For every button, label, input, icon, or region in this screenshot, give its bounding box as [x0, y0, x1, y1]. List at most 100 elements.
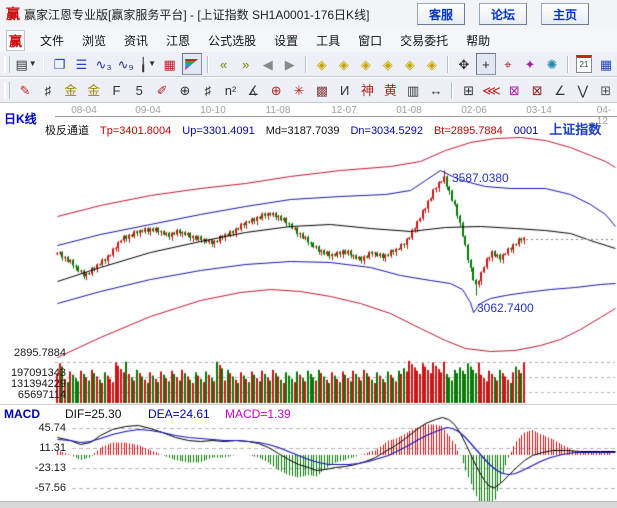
- indicator-token-3: Dn=3034.5292: [350, 125, 423, 137]
- star-tool-icon[interactable]: ✳: [293, 82, 305, 98]
- angle-tool-icon[interactable]: ∡: [247, 82, 260, 98]
- gann-star-icon[interactable]: ◈: [382, 56, 393, 72]
- kline-period-button-caret[interactable]: ▼: [28, 59, 37, 68]
- analysis-tool-icon[interactable]: ✺: [546, 56, 558, 72]
- price-axis-bt-value: 2895.7884: [14, 347, 66, 359]
- date-label-10-10: 10-10: [200, 105, 226, 116]
- pattern2-icon[interactable]: ⊠: [531, 82, 543, 98]
- menu-item-交易委托[interactable]: 交易委托: [400, 33, 449, 48]
- span-arrows-icon[interactable]: ↔: [429, 82, 443, 98]
- trend-angle-icon[interactable]: ∠: [554, 82, 566, 98]
- n2-grid-icon[interactable]: n²: [224, 82, 237, 98]
- mark-icon[interactable]: И: [340, 82, 350, 98]
- indicator-token-0: Tp=3401.8004: [100, 125, 172, 137]
- menu-item-江恩[interactable]: 江恩: [166, 33, 191, 48]
- f-grid-icon[interactable]: F: [112, 82, 121, 98]
- prev-page-button[interactable]: ◀: [262, 56, 273, 72]
- macd-axis-1: 45.74: [38, 422, 66, 434]
- indicator-token-1: Up=3301.4091: [182, 125, 255, 137]
- macd-label-row: MACD DIF=25.30 DEA=24.61 MACD=1.39: [4, 407, 291, 421]
- price-annotation-dn-low: 3062.7400: [477, 301, 534, 315]
- menu-item-文件[interactable]: 文件: [40, 33, 65, 48]
- last-page-button[interactable]: »: [242, 56, 250, 72]
- toolbar-separator: [451, 81, 454, 99]
- first-page-button[interactable]: «: [220, 56, 228, 72]
- gann-left-icon[interactable]: ◈: [316, 56, 327, 72]
- indicator-token-5: 0001: [513, 125, 539, 137]
- indicator-token-4: Bt=2895.7884: [433, 125, 503, 137]
- next-page-button[interactable]: ▶: [284, 56, 295, 72]
- menu-item-公式选股[interactable]: 公式选股: [208, 33, 257, 48]
- customer-service-button[interactable]: 客服: [417, 3, 465, 25]
- macd-axis-4: -57.56: [34, 482, 66, 494]
- toolbar-separator: [446, 55, 449, 73]
- wave-3-icon[interactable]: ∿₃: [95, 56, 112, 72]
- title-bar: 赢 赢家江恩专业版[赢家服务平台] - [上证指数 SH1A0001-176日K…: [0, 0, 617, 29]
- macd-axis-2: 11.31: [39, 442, 66, 454]
- circle-grid-icon[interactable]: ⊕: [179, 82, 191, 98]
- vlines-icon[interactable]: ⋁: [577, 82, 589, 98]
- macd-dea-value: DEA=24.61: [148, 407, 210, 421]
- menu-item-窗口[interactable]: 窗口: [358, 33, 383, 48]
- grid-full-icon[interactable]: ⊞: [600, 82, 612, 98]
- shen-grid-icon[interactable]: 神: [361, 82, 375, 98]
- macd-axis-3: -23.13: [34, 462, 66, 474]
- hash-grid-icon[interactable]: ♯: [204, 82, 211, 98]
- toolbar-row-1: ▤ ▼ ❐ ☰ ∿₃ ∿₉ ╽ ▼ ▦ « » ◀ ▶ ◈ ◈ ◈ ◈ ◈ ◈ ✥ + ⌖ ✦ ✺ 21 ▦: [0, 52, 617, 77]
- color-chip-icon[interactable]: [181, 53, 202, 75]
- five-grid-icon[interactable]: 5: [135, 82, 143, 98]
- volume-axis-2: 131394229: [10, 378, 66, 390]
- gann-grid-icon[interactable]: ♯: [44, 82, 52, 98]
- menu-item-资讯[interactable]: 资讯: [124, 33, 149, 48]
- menu-item-工具[interactable]: 工具: [316, 33, 341, 48]
- volume-axis-1: 197091343: [10, 367, 66, 379]
- bottom-status-strip: [0, 501, 617, 508]
- date-label-11-08: 11-08: [265, 105, 291, 116]
- fan-lines-icon[interactable]: ⋘: [482, 82, 501, 98]
- toolbar-row-2: ✎ ♯ 金金 F 5 ✐ ⊕ ♯ n² ∡ ⊕ ✳ ▩ И 神黄 ▥ ↔ ⊞ ⋘ ⊠ ⊠ ∠ ⋁ ⊞: [0, 78, 617, 103]
- candle-style-button[interactable]: ╽ ▼: [139, 56, 157, 72]
- macd-pane-separator: [0, 404, 617, 405]
- crosshair-tool-icon[interactable]: +: [475, 53, 496, 75]
- home-button[interactable]: 主页: [541, 3, 589, 25]
- candle-style-button-caret[interactable]: ▼: [148, 59, 157, 68]
- menu-bar: 赢 文件 浏览 资讯 江恩 公式选股 设置 工具 窗口 交易委托 帮助: [0, 28, 617, 53]
- kline-period-button[interactable]: ▤ ▼: [15, 56, 37, 72]
- toolbar-grip[interactable]: [4, 55, 10, 73]
- gold-grid2-icon[interactable]: 金: [87, 82, 101, 98]
- menu-item-帮助[interactable]: 帮助: [466, 33, 491, 48]
- pencil-tool-icon[interactable]: ✎: [19, 82, 31, 98]
- ruler-icon[interactable]: ▥: [407, 82, 420, 98]
- gann-leftright-icon[interactable]: ◈: [360, 56, 371, 72]
- wave-9-icon[interactable]: ∿₉: [117, 56, 134, 72]
- huang-grid-icon[interactable]: 黄: [383, 82, 397, 98]
- gold-grid-icon[interactable]: 金: [64, 82, 78, 98]
- pencil-grid-icon[interactable]: ✐: [156, 82, 168, 98]
- calculator-icon[interactable]: ▦: [599, 56, 613, 72]
- calendar-icon[interactable]: 21: [574, 53, 594, 75]
- quote-list-icon[interactable]: ☰: [75, 56, 88, 72]
- menu-item-设置[interactable]: 设置: [274, 33, 299, 48]
- gann-right-icon[interactable]: ◈: [338, 56, 349, 72]
- pattern1-icon[interactable]: ⊠: [508, 82, 520, 98]
- indicator-token-2: Md=3187.7039: [265, 125, 340, 137]
- pane-label: 日K线: [4, 112, 37, 126]
- target-grid-icon[interactable]: ▩: [315, 82, 329, 98]
- box-axes-icon[interactable]: ⊞: [463, 82, 475, 98]
- tile-windows-icon[interactable]: ❐: [53, 56, 66, 72]
- compass-icon[interactable]: ⊕: [270, 82, 282, 98]
- volume-axis-3: 65697114: [17, 389, 66, 401]
- indicator-symbol-name: 上证指数: [549, 122, 602, 137]
- toolbar-separator: [206, 55, 209, 73]
- hand-tool-icon[interactable]: ✥: [458, 56, 470, 72]
- forum-button[interactable]: 论坛: [479, 3, 527, 25]
- toolbar-grip[interactable]: [4, 81, 10, 99]
- title-buttons: 客服 论坛 主页: [417, 3, 589, 25]
- toolbar-separator: [42, 55, 45, 73]
- chip-distribution-icon[interactable]: ▦: [163, 56, 176, 72]
- pointer-tool-icon[interactable]: ⌖: [504, 56, 512, 72]
- gann-updown-icon[interactable]: ◈: [404, 56, 415, 72]
- menu-item-浏览[interactable]: 浏览: [82, 33, 107, 48]
- gann-cross-icon[interactable]: ◈: [426, 56, 437, 72]
- magic-tool-icon[interactable]: ✦: [524, 56, 536, 72]
